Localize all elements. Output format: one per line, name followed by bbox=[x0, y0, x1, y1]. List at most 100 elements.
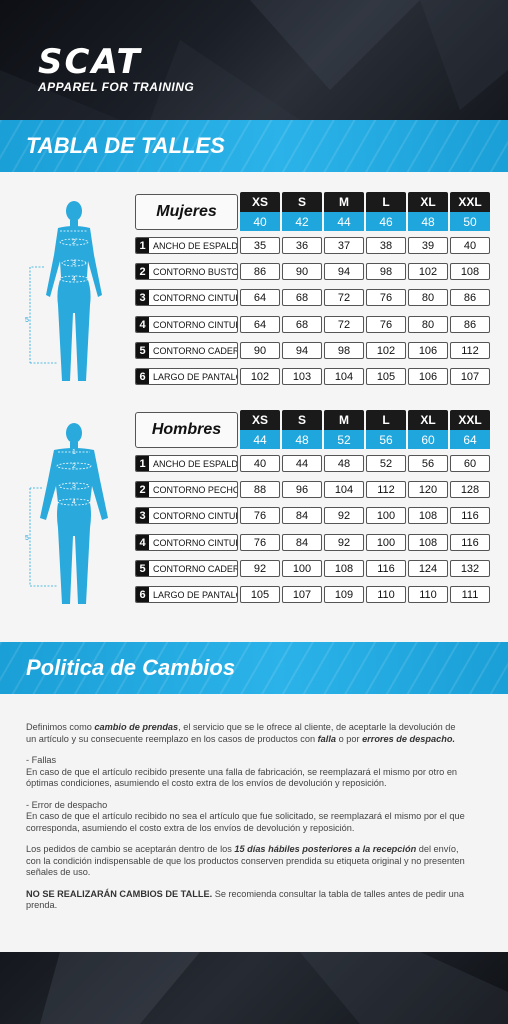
measurement-label: 1 ANCHO DE ESPALDA bbox=[135, 237, 238, 254]
measurement-value: 102 bbox=[366, 342, 406, 359]
measurement-value: 112 bbox=[366, 481, 406, 498]
size-number: 48 bbox=[408, 212, 448, 231]
measurement-value: 98 bbox=[366, 263, 406, 280]
measurement-value: 96 bbox=[282, 481, 322, 498]
male-body-figure: 1 2 3 4 5 bbox=[25, 423, 108, 604]
measurement-index: 3 bbox=[136, 290, 149, 305]
measurement-value: 88 bbox=[240, 481, 280, 498]
measurement-index: 2 bbox=[136, 482, 149, 497]
measurement-value: 94 bbox=[324, 263, 364, 280]
size-column-l: L 56 bbox=[366, 410, 406, 450]
measurement-value: 100 bbox=[366, 507, 406, 524]
measurement-value: 86 bbox=[450, 289, 490, 306]
measurement-name: LARGO DE PANTALÓN bbox=[153, 371, 237, 382]
measurement-value: 76 bbox=[240, 507, 280, 524]
size-number: 44 bbox=[240, 430, 280, 449]
measurement-name: ANCHO DE ESPALDA bbox=[153, 240, 238, 251]
measurement-index: 1 bbox=[136, 238, 149, 253]
measurement-value: 112 bbox=[450, 342, 490, 359]
size-column-s: S 42 bbox=[282, 192, 322, 232]
measurement-value: 94 bbox=[282, 342, 322, 359]
measurement-value: 36 bbox=[282, 237, 322, 254]
policy-title: Politica de Cambios bbox=[26, 655, 236, 680]
mark-5: 5 bbox=[25, 317, 29, 324]
measurement-label: 3 CONTORNO CINTURA bbox=[135, 289, 238, 306]
measurement-value: 102 bbox=[408, 263, 448, 280]
size-column-s: S 48 bbox=[282, 410, 322, 450]
female-body-figure: 2 3 4 5 bbox=[25, 201, 102, 381]
policy-no-talle: NO SE REALIZARÁN CAMBIOS DE TALLE. Se re… bbox=[26, 888, 464, 911]
size-column-xxl: XXL 64 bbox=[450, 410, 490, 450]
measurement-name: CONTORNO CINTURA bbox=[153, 292, 237, 303]
measurement-index: 1 bbox=[136, 456, 149, 471]
measurement-name: CONTORNO PECHO bbox=[153, 484, 238, 495]
policy-intro: Definimos como cambio de prendas, el ser… bbox=[26, 722, 456, 744]
size-table-banner: TABLA DE TALLES bbox=[0, 120, 508, 172]
size-label: XL bbox=[408, 192, 448, 212]
size-column-l: L 46 bbox=[366, 192, 406, 232]
mark-3: 3 bbox=[72, 483, 76, 490]
size-number: 60 bbox=[408, 430, 448, 449]
measurement-value: 76 bbox=[240, 534, 280, 551]
measurement-value: 38 bbox=[366, 237, 406, 254]
size-number: 42 bbox=[282, 212, 322, 231]
measurement-value: 100 bbox=[366, 534, 406, 551]
measurement-index: 4 bbox=[136, 535, 149, 550]
measurement-value: 111 bbox=[450, 586, 490, 603]
measurement-name: CONTORNO CINTURA bbox=[153, 510, 237, 521]
size-label: XL bbox=[408, 410, 448, 430]
mark-4: 4 bbox=[72, 499, 76, 506]
measurement-row: 1 ANCHO DE ESPALDA 35 36 37 38 39 40 bbox=[135, 237, 495, 254]
policy-fallas: - Fallas En caso de que el artículo reci… bbox=[26, 755, 458, 788]
policy-text: Definimos como cambio de prendas, el ser… bbox=[26, 722, 466, 922]
size-column-xl: XL 60 bbox=[408, 410, 448, 450]
women-label: Mujeres bbox=[135, 194, 238, 230]
measurement-label: 5 CONTORNO CADERA bbox=[135, 560, 238, 577]
measurement-value: 90 bbox=[240, 342, 280, 359]
men-label: Hombres bbox=[135, 412, 238, 448]
measurement-value: 80 bbox=[408, 316, 448, 333]
measurement-value: 68 bbox=[282, 289, 322, 306]
measurement-value: 44 bbox=[282, 455, 322, 472]
size-label: S bbox=[282, 410, 322, 430]
size-column-m: M 44 bbox=[324, 192, 364, 232]
measurement-index: 4 bbox=[136, 317, 149, 332]
measurement-value: 56 bbox=[408, 455, 448, 472]
measurement-value: 86 bbox=[450, 316, 490, 333]
measurement-value: 110 bbox=[366, 586, 406, 603]
measurement-name: CONTORNO CADERA bbox=[153, 345, 238, 356]
measurement-value: 37 bbox=[324, 237, 364, 254]
measurement-name: CONTORNO CINTURA bbox=[153, 319, 237, 330]
measurement-name: CONTORNO BUSTO bbox=[153, 266, 238, 277]
size-number: 46 bbox=[366, 212, 406, 231]
size-column-m: M 52 bbox=[324, 410, 364, 450]
measurement-value: 84 bbox=[282, 507, 322, 524]
brand-name: SCAT bbox=[38, 42, 142, 82]
measurement-value: 72 bbox=[324, 316, 364, 333]
measurement-value: 109 bbox=[324, 586, 364, 603]
measurement-value: 40 bbox=[240, 455, 280, 472]
measurement-value: 100 bbox=[282, 560, 322, 577]
mark-3: 3 bbox=[72, 260, 76, 267]
measurement-index: 5 bbox=[136, 561, 149, 576]
size-number: 64 bbox=[450, 430, 490, 449]
measurement-value: 105 bbox=[240, 586, 280, 603]
measurement-value: 106 bbox=[408, 342, 448, 359]
measurement-row: 4 CONTORNO CINTURA646872768086 bbox=[135, 316, 495, 333]
measurement-label: 6 LARGO DE PANTALÓN bbox=[135, 368, 238, 385]
header-banner: SCAT APPAREL FOR TRAINING bbox=[0, 0, 508, 120]
measurement-value: 60 bbox=[450, 455, 490, 472]
size-label: M bbox=[324, 192, 364, 212]
measurement-value: 72 bbox=[324, 289, 364, 306]
measurement-value: 132 bbox=[450, 560, 490, 577]
measurement-value: 76 bbox=[366, 289, 406, 306]
measurement-value: 108 bbox=[408, 507, 448, 524]
size-column-xxl: XXL 50 bbox=[450, 192, 490, 232]
mark-4: 4 bbox=[72, 276, 76, 283]
size-label: XXL bbox=[450, 410, 490, 430]
measurement-label: 2 CONTORNO BUSTO bbox=[135, 263, 238, 280]
measurement-row: 5 CONTORNO CADERA 92 100 108 116 124 132 bbox=[135, 560, 495, 577]
measurement-value: 128 bbox=[450, 481, 490, 498]
measurement-value: 92 bbox=[240, 560, 280, 577]
measurement-value: 106 bbox=[408, 368, 448, 385]
